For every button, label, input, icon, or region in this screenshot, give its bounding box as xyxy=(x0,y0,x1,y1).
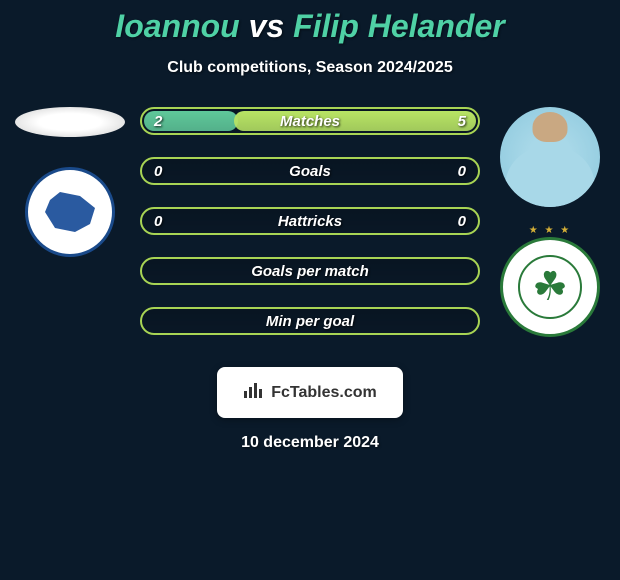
player2-avatar xyxy=(500,107,600,207)
player1-name: Ioannou xyxy=(115,8,239,44)
stat-fill-right xyxy=(234,111,476,131)
stat-label: Min per goal xyxy=(266,313,354,330)
stats-column: 2 Matches 5 0 Goals 0 0 Hattricks 0 Goal… xyxy=(130,107,490,335)
stat-label: Goals xyxy=(289,163,331,180)
stat-label: Hattricks xyxy=(278,213,342,230)
stat-value-right: 0 xyxy=(458,213,466,230)
player1-avatar xyxy=(15,107,125,137)
stat-bar: Goals per match xyxy=(140,257,480,285)
stat-value-left: 0 xyxy=(154,213,162,230)
stat-value-left: 2 xyxy=(154,113,162,130)
stat-label: Matches xyxy=(280,113,340,130)
vs-text: vs xyxy=(249,8,285,44)
chart-icon xyxy=(243,381,265,404)
stat-bar: Min per goal xyxy=(140,307,480,335)
left-column xyxy=(10,107,130,257)
stat-value-right: 0 xyxy=(458,163,466,180)
content-area: 2 Matches 5 0 Goals 0 0 Hattricks 0 Goal… xyxy=(10,107,610,337)
stat-bar: 2 Matches 5 xyxy=(140,107,480,135)
comparison-container: Ioannou vs Filip Helander Club competiti… xyxy=(0,0,620,452)
right-column: ★ ★ ★ xyxy=(490,107,610,337)
footer-badge[interactable]: FcTables.com xyxy=(217,367,403,418)
player2-club-badge: ★ ★ ★ xyxy=(500,237,600,337)
stat-value-left: 0 xyxy=(154,163,162,180)
comparison-title: Ioannou vs Filip Helander xyxy=(115,8,504,45)
site-name: FcTables.com xyxy=(271,384,377,402)
player1-club-badge xyxy=(25,167,115,257)
date-text: 10 december 2024 xyxy=(241,434,379,452)
stat-bar: 0 Hattricks 0 xyxy=(140,207,480,235)
stat-value-right: 5 xyxy=(458,113,466,130)
stat-bar: 0 Goals 0 xyxy=(140,157,480,185)
player2-name: Filip Helander xyxy=(293,8,505,44)
stars-icon: ★ ★ ★ xyxy=(529,225,571,236)
stat-label: Goals per match xyxy=(251,263,369,280)
subtitle: Club competitions, Season 2024/2025 xyxy=(167,59,452,77)
